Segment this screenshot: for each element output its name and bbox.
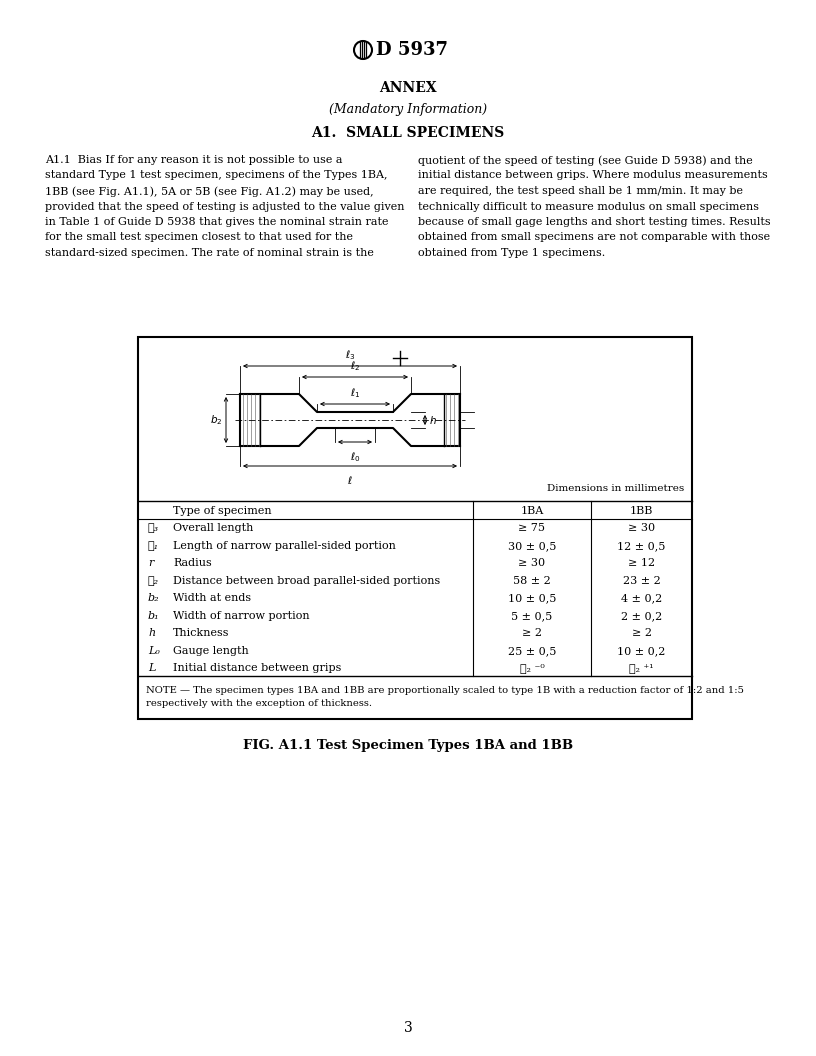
Text: ℓ₂ ⁻⁰: ℓ₂ ⁻⁰ xyxy=(520,663,544,674)
Text: r: r xyxy=(148,559,153,568)
Text: (Mandatory Information): (Mandatory Information) xyxy=(329,103,487,116)
Text: 10 ± 0,5: 10 ± 0,5 xyxy=(508,593,557,603)
Text: because of small gage lengths and short testing times. Results: because of small gage lengths and short … xyxy=(418,216,770,227)
Text: 30 ± 0,5: 30 ± 0,5 xyxy=(508,541,557,551)
Text: ≥ 30: ≥ 30 xyxy=(518,559,546,568)
Text: standard-sized specimen. The rate of nominal strain is the: standard-sized specimen. The rate of nom… xyxy=(45,248,374,258)
Text: technically difficult to measure modulus on small specimens: technically difficult to measure modulus… xyxy=(418,202,759,211)
Text: $\ell_1$: $\ell_1$ xyxy=(350,386,360,400)
Text: 3: 3 xyxy=(404,1021,412,1035)
Text: Overall length: Overall length xyxy=(173,524,254,533)
Text: are required, the test speed shall be 1 mm/min. It may be: are required, the test speed shall be 1 … xyxy=(418,186,743,196)
Text: 10 ± 0,2: 10 ± 0,2 xyxy=(618,646,666,656)
Text: $h$: $h$ xyxy=(429,414,437,426)
Text: quotient of the speed of testing (see Guide D 5938) and the: quotient of the speed of testing (see Gu… xyxy=(418,155,752,166)
Text: ≥ 2: ≥ 2 xyxy=(522,628,542,638)
Text: $\ell_3$: $\ell_3$ xyxy=(344,348,355,362)
Text: ℓ₂: ℓ₂ xyxy=(148,576,159,586)
Text: $b_2$: $b_2$ xyxy=(210,413,222,427)
Text: ≥ 75: ≥ 75 xyxy=(518,524,546,533)
Text: Width at ends: Width at ends xyxy=(173,593,251,603)
Text: ℓ₂ ⁺¹: ℓ₂ ⁺¹ xyxy=(629,663,654,674)
Text: 5 ± 0,5: 5 ± 0,5 xyxy=(512,610,552,621)
Text: standard Type 1 test specimen, specimens of the Types 1BA,: standard Type 1 test specimen, specimens… xyxy=(45,170,388,181)
Text: 1BB (see Fig. A1.1), 5A or 5B (see Fig. A1.2) may be used,: 1BB (see Fig. A1.1), 5A or 5B (see Fig. … xyxy=(45,186,374,196)
Text: in Table 1 of Guide D 5938 that gives the nominal strain rate: in Table 1 of Guide D 5938 that gives th… xyxy=(45,216,388,227)
Text: Width of narrow portion: Width of narrow portion xyxy=(173,610,309,621)
Text: A1.  SMALL SPECIMENS: A1. SMALL SPECIMENS xyxy=(312,126,504,140)
Text: Type of specimen: Type of specimen xyxy=(173,506,272,515)
Text: FIG. A1.1 Test Specimen Types 1BA and 1BB: FIG. A1.1 Test Specimen Types 1BA and 1B… xyxy=(243,739,573,752)
Text: L₀: L₀ xyxy=(148,646,160,656)
Text: ≥ 2: ≥ 2 xyxy=(632,628,651,638)
Text: 25 ± 0,5: 25 ± 0,5 xyxy=(508,646,557,656)
Text: Thickness: Thickness xyxy=(173,628,229,638)
Text: initial distance between grips. Where modulus measurements: initial distance between grips. Where mo… xyxy=(418,170,768,181)
Text: $\ell_0$: $\ell_0$ xyxy=(350,450,361,464)
Text: b₂: b₂ xyxy=(148,593,160,603)
Text: ≥ 30: ≥ 30 xyxy=(628,524,655,533)
Text: b₁: b₁ xyxy=(148,610,160,621)
Text: 12 ± 0,5: 12 ± 0,5 xyxy=(618,541,666,551)
Text: ≥ 12: ≥ 12 xyxy=(628,559,655,568)
Text: 23 ± 2: 23 ± 2 xyxy=(623,576,660,586)
Text: $\ell_2$: $\ell_2$ xyxy=(350,359,360,373)
Text: Dimensions in millimetres: Dimensions in millimetres xyxy=(547,484,684,493)
Text: 1BA: 1BA xyxy=(521,506,543,515)
Text: L: L xyxy=(148,663,155,674)
Text: Gauge length: Gauge length xyxy=(173,646,249,656)
Text: ANNEX: ANNEX xyxy=(379,81,437,95)
Text: respectively with the exception of thickness.: respectively with the exception of thick… xyxy=(146,699,372,708)
Text: 1BB: 1BB xyxy=(630,506,653,515)
Text: ℓ₁: ℓ₁ xyxy=(148,541,159,551)
Text: ℓ₃: ℓ₃ xyxy=(148,524,159,533)
Text: 58 ± 2: 58 ± 2 xyxy=(513,576,551,586)
Bar xyxy=(138,337,692,719)
Text: 4 ± 0,2: 4 ± 0,2 xyxy=(621,593,662,603)
Text: D 5937: D 5937 xyxy=(376,41,448,59)
Text: NOTE — The specimen types 1BA and 1BB are proportionally scaled to type 1B with : NOTE — The specimen types 1BA and 1BB ar… xyxy=(146,686,744,695)
Text: A1.1  Bias If for any reason it is not possible to use a: A1.1 Bias If for any reason it is not po… xyxy=(45,155,343,165)
Text: $\ell$: $\ell$ xyxy=(347,474,353,486)
Text: obtained from small specimens are not comparable with those: obtained from small specimens are not co… xyxy=(418,232,770,243)
Text: h: h xyxy=(148,628,155,638)
Text: provided that the speed of testing is adjusted to the value given: provided that the speed of testing is ad… xyxy=(45,202,405,211)
Text: Length of narrow parallel-sided portion: Length of narrow parallel-sided portion xyxy=(173,541,396,551)
Text: obtained from Type 1 specimens.: obtained from Type 1 specimens. xyxy=(418,248,605,258)
Text: 2 ± 0,2: 2 ± 0,2 xyxy=(621,610,662,621)
Text: Distance between broad parallel-sided portions: Distance between broad parallel-sided po… xyxy=(173,576,441,586)
Text: Radius: Radius xyxy=(173,559,211,568)
Text: Initial distance between grips: Initial distance between grips xyxy=(173,663,341,674)
Text: for the small test specimen closest to that used for the: for the small test specimen closest to t… xyxy=(45,232,353,243)
